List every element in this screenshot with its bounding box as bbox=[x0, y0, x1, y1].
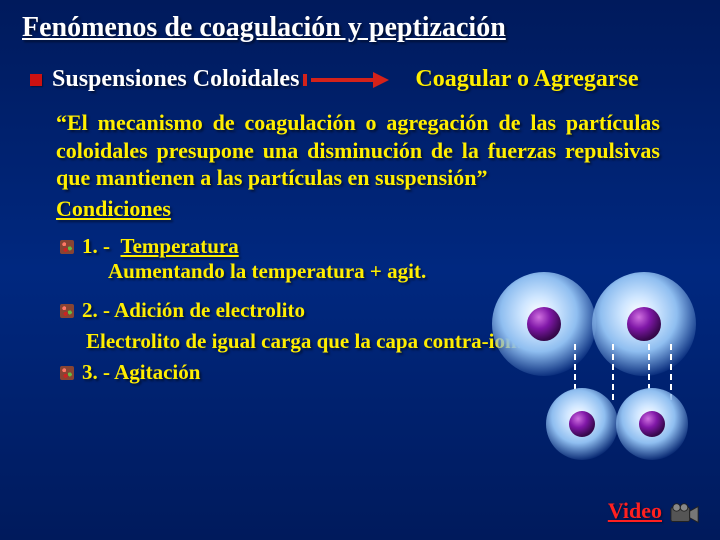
conditions-heading: Condiciones bbox=[0, 192, 720, 222]
left-concept: Suspensiones Coloidales bbox=[52, 66, 299, 93]
quote-text: “El mecanismo de coagulación o agregació… bbox=[0, 93, 720, 192]
item-1-text: 1. - Temperatura bbox=[82, 234, 239, 259]
page-title: Fenómenos de coagulación y peptización bbox=[0, 0, 720, 44]
arrow-icon bbox=[311, 70, 391, 90]
video-link[interactable]: Video bbox=[608, 498, 662, 524]
particle-diagram bbox=[492, 272, 702, 462]
particle-core bbox=[639, 411, 665, 437]
particle-core bbox=[569, 411, 595, 437]
video-camera-icon bbox=[670, 502, 700, 526]
concept-row: Suspensiones Coloidales Coagular o Agreg… bbox=[30, 66, 720, 93]
item-2-text: 2. - Adición de electrolito bbox=[82, 298, 305, 323]
right-concept: Coagular o Agregarse bbox=[415, 66, 638, 93]
texture-bullet-icon bbox=[60, 240, 74, 254]
texture-bullet-icon bbox=[60, 366, 74, 380]
texture-bullet-icon bbox=[60, 304, 74, 318]
dash-line bbox=[612, 344, 614, 400]
dash-line bbox=[670, 344, 672, 400]
particle-core bbox=[627, 307, 661, 341]
bullet-icon bbox=[30, 74, 42, 86]
particle-core bbox=[527, 307, 561, 341]
list-item: 1. - Temperatura bbox=[60, 234, 720, 259]
item-3-text: 3. - Agitación bbox=[82, 360, 200, 385]
